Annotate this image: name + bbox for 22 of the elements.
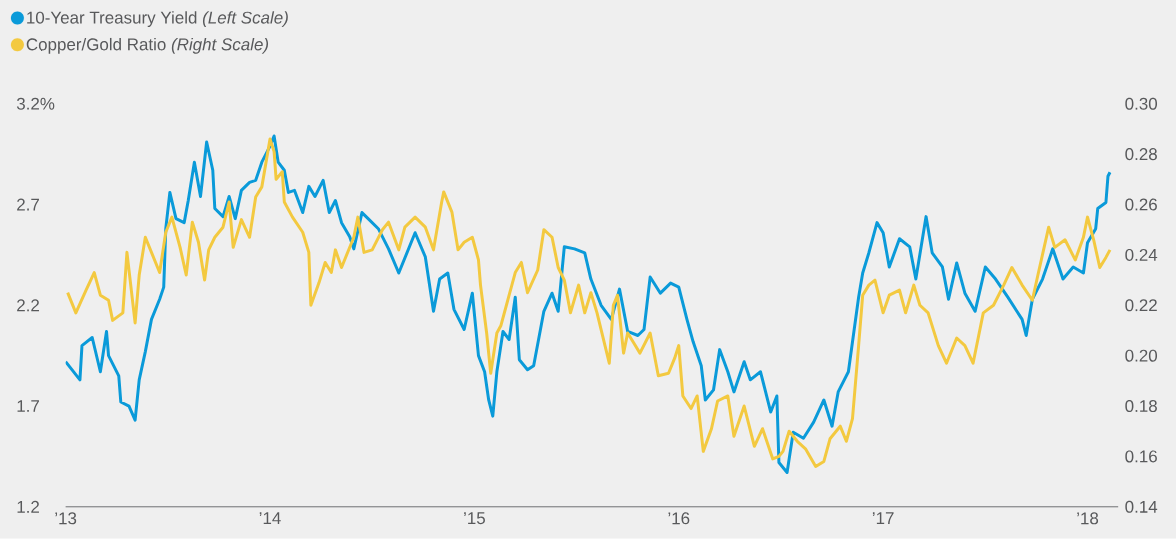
x-tick-label: ’18 [1077,512,1099,525]
y2-tick-label: 0.18 [1125,400,1157,413]
y-tick-label: 1.2 [17,501,39,513]
y2-tick-label: 0.28 [1125,148,1157,161]
x-tick-label: ’16 [668,512,690,525]
y2-tick-label: 0.22 [1125,299,1157,312]
x-tick-label: ’13 [55,512,77,525]
y2-tick-label: 0.24 [1125,249,1158,262]
y2-tick-label: 0.20 [1125,349,1158,362]
y-tick-label: 2.7 [17,198,39,211]
y-tick-label: 1.7 [17,400,39,413]
x-tick-label: ’14 [259,512,281,525]
y2-tick-label: 0.26 [1125,198,1157,211]
x-tick-label: ’15 [464,512,485,525]
legend-label: Copper/Gold Ratio (Right Scale) [26,38,269,54]
y-tick-label: 2.2 [17,299,39,312]
legend-label: 10-Year Treasury Yield (Left Scale) [27,11,288,28]
y2-tick-label: 0.30 [1125,97,1158,110]
x-tick-label: ’17 [872,512,894,525]
y-tick-label: 3.2% [16,97,55,110]
y2-tick-label: 0.14 [1125,500,1158,513]
y2-tick-label: 0.16 [1125,450,1157,463]
